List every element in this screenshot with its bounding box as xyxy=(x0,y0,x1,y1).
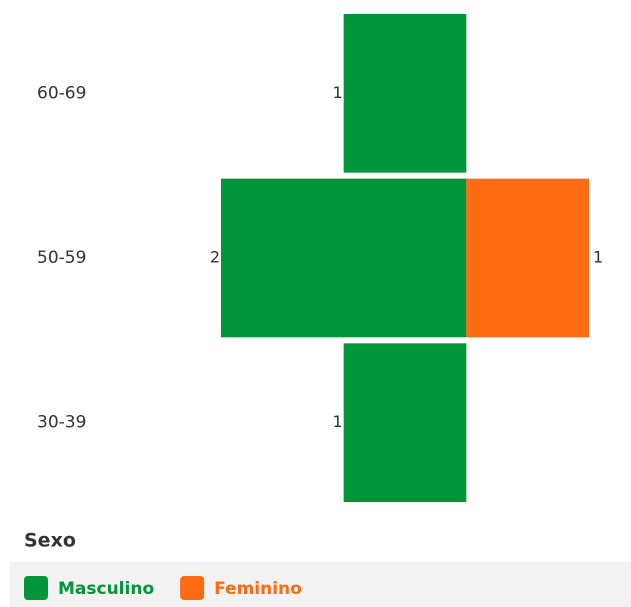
data-label: 1 xyxy=(332,412,342,431)
category-label: 30-39 xyxy=(37,413,86,433)
bar xyxy=(343,343,467,502)
bar xyxy=(343,14,467,173)
legend-entry: Feminino xyxy=(214,579,302,599)
legend-background xyxy=(10,562,631,607)
legend-title: Sexo xyxy=(24,530,76,552)
legend-swatch xyxy=(24,576,48,600)
data-label: 2 xyxy=(210,248,220,267)
category-label: 60-69 xyxy=(37,83,86,103)
bar xyxy=(221,178,467,338)
data-label: 1 xyxy=(332,83,342,102)
category-label: 50-59 xyxy=(37,248,86,268)
legend-swatch xyxy=(180,576,205,600)
legend-entry: Masculino xyxy=(58,579,154,599)
data-label: 1 xyxy=(593,248,603,267)
bar xyxy=(466,178,589,338)
